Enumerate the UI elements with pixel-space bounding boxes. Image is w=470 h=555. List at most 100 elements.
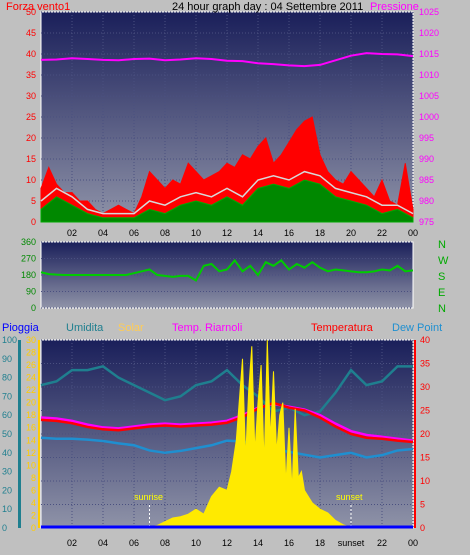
top-x-tick: 00 — [408, 228, 418, 238]
bottom-x-tick: 12 — [222, 538, 232, 548]
rain-y-tick: 50 — [2, 429, 12, 439]
rain-y-tick: 30 — [2, 467, 12, 477]
solar-y-tick: 6 — [31, 485, 36, 495]
top-left-tick: 50 — [26, 7, 36, 17]
bottom-x-tick: 04 — [98, 538, 108, 548]
rain-y-tick: 20 — [2, 485, 12, 495]
top-right-tick: 1025 — [419, 7, 439, 17]
compass-letter: N — [438, 303, 446, 315]
mid-y-tick: 0 — [31, 303, 36, 313]
tick-labels: 0510152025303540455097598098599099510001… — [2, 7, 439, 548]
temp-y-tick: 40 — [420, 335, 430, 345]
solar-y-tick: 16 — [26, 423, 36, 433]
pressure-line — [40, 52, 414, 68]
mid-y-tick: 180 — [21, 270, 36, 280]
compass-letter: W — [438, 255, 449, 267]
solar-y-tick: 14 — [26, 435, 36, 445]
solar-y-tick: 26 — [26, 360, 36, 370]
bottom-x-tick: 00 — [408, 538, 418, 548]
compass-letter: N — [438, 239, 446, 251]
bottom-x-tick: 10 — [191, 538, 201, 548]
top-x-tick: 22 — [377, 228, 387, 238]
sunset-label: sunset — [336, 492, 363, 502]
compass-letter: S — [438, 271, 445, 283]
rain-y-tick: 70 — [2, 391, 12, 401]
rain-y-tick: 90 — [2, 354, 12, 364]
bottom-x-tick: sunset — [338, 538, 365, 548]
bottom-x-tick: 18 — [315, 538, 325, 548]
temp-y-tick: 15 — [420, 453, 430, 463]
solar-y-tick: 22 — [26, 385, 36, 395]
top-right-tick: 990 — [419, 154, 434, 164]
umidita-label: Umidita — [66, 322, 104, 334]
top-x-tick: 02 — [67, 228, 77, 238]
solar-area — [149, 339, 352, 529]
top-x-tick: 08 — [160, 228, 170, 238]
top-right-tick: 995 — [419, 133, 434, 143]
wind-area — [40, 179, 414, 223]
rain-y-tick: 80 — [2, 373, 12, 383]
solar-y-tick: 0 — [31, 523, 36, 533]
rain-y-tick: 0 — [2, 523, 7, 533]
solar-label: Solar — [118, 322, 144, 334]
solar-y-tick: 24 — [26, 373, 36, 383]
bottom-x-tick: 06 — [129, 538, 139, 548]
dewpoint-label: Dew Point — [392, 322, 442, 334]
top-right-tick: 1010 — [419, 70, 439, 80]
top-left-tick: 0 — [31, 217, 36, 227]
bottom-x-tick: 14 — [253, 538, 263, 548]
top-right-tick: 985 — [419, 175, 434, 185]
compass-letter: E — [438, 287, 445, 299]
top-left-tick: 10 — [26, 175, 36, 185]
temp-y-tick: 10 — [420, 476, 430, 486]
top-x-tick: 16 — [284, 228, 294, 238]
top-right-tick: 1015 — [419, 49, 439, 59]
dewpoint-line — [40, 436, 414, 459]
bottom-x-tick: 22 — [377, 538, 387, 548]
bottom-x-tick: 08 — [160, 538, 170, 548]
top-left-tick: 40 — [26, 49, 36, 59]
top-left-tick: 15 — [26, 154, 36, 164]
chart-title: 24 hour graph day : 04 Settembre 2011 — [172, 1, 363, 13]
top-right-tick: 1020 — [419, 28, 439, 38]
temp-y-tick: 5 — [420, 500, 425, 510]
solar-y-tick: 2 — [31, 510, 36, 520]
solar-axis-bar — [38, 340, 40, 528]
top-right-axis-label: Pressione — [370, 1, 419, 13]
solar-y-tick: 30 — [26, 335, 36, 345]
wind-direction-line — [40, 258, 414, 282]
solar-y-tick: 4 — [31, 498, 36, 508]
solar-y-tick: 8 — [31, 473, 36, 483]
mid-y-tick: 360 — [21, 237, 36, 247]
rain-y-tick: 40 — [2, 448, 12, 458]
data-marks — [40, 52, 414, 529]
top-left-tick: 35 — [26, 70, 36, 80]
solar-y-tick: 12 — [26, 448, 36, 458]
temp-y-tick: 35 — [420, 359, 430, 369]
riarnoli-label: Temp. Riarnoli — [172, 322, 242, 334]
temp-axis-bar — [414, 340, 416, 528]
bottom-x-tick: 02 — [67, 538, 77, 548]
rain-y-tick: 60 — [2, 410, 12, 420]
solar-y-tick: 28 — [26, 348, 36, 358]
mid-y-tick: 270 — [21, 254, 36, 264]
pioggia-label: Pioggia — [2, 322, 40, 334]
temp-y-tick: 20 — [420, 429, 430, 439]
top-right-tick: 975 — [419, 217, 434, 227]
temp-y-tick: 25 — [420, 406, 430, 416]
avg-wind-line — [40, 170, 414, 215]
top-x-tick: 04 — [98, 228, 108, 238]
solar-y-tick: 18 — [26, 410, 36, 420]
top-left-tick: 45 — [26, 28, 36, 38]
top-x-tick: 18 — [315, 228, 325, 238]
temp-y-tick: 0 — [420, 523, 425, 533]
temperature-line — [40, 401, 414, 444]
top-left-axis-label: Forza vento1 — [6, 1, 70, 13]
top-right-tick: 1005 — [419, 91, 439, 101]
top-left-tick: 20 — [26, 133, 36, 143]
top-left-tick: 25 — [26, 112, 36, 122]
top-right-tick: 1000 — [419, 112, 439, 122]
